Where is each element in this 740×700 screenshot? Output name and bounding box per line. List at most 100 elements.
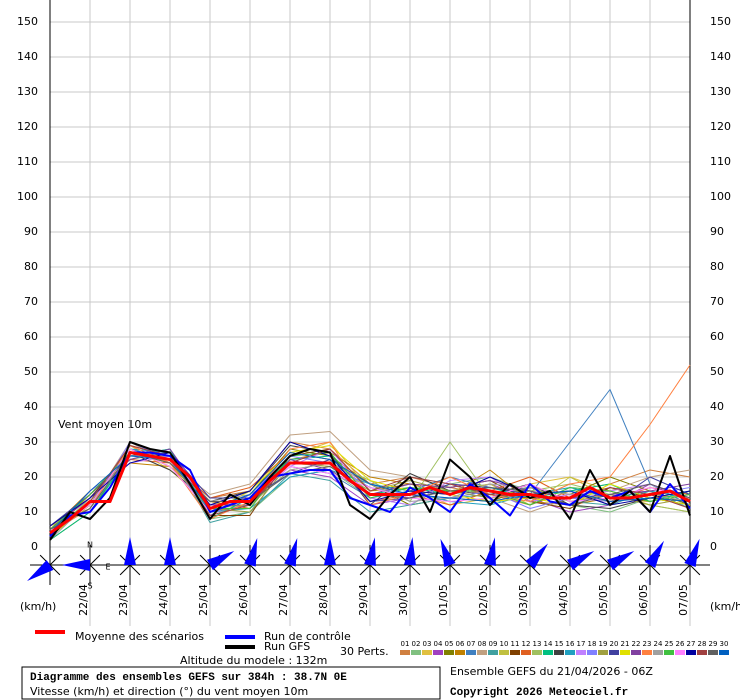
y-tick-label: 150 (710, 15, 731, 28)
y-tick-label: 20 (24, 470, 38, 483)
legend-swatch (422, 650, 432, 655)
compass-spoke (639, 564, 651, 576)
legend-label: 27 (687, 640, 696, 648)
x-tick-label: 23/04 (117, 584, 130, 616)
legend-label: 05 (445, 640, 454, 648)
compass-spoke (279, 564, 291, 576)
wind-direction (525, 543, 548, 569)
compass-spoke (489, 564, 501, 576)
wind-direction (567, 551, 595, 571)
x-tick-label: 27/04 (277, 584, 290, 616)
legend-label: 20 (610, 640, 619, 648)
legend-label: 28 (698, 640, 707, 648)
legend-label: 04 (434, 640, 443, 648)
y-tick-label: 80 (710, 260, 724, 273)
legend-swatch (521, 650, 531, 655)
y-tick-label: 140 (710, 50, 731, 63)
wind-direction (484, 537, 496, 567)
legend-label: 06 (456, 640, 465, 648)
x-tick-label: 05/05 (597, 584, 610, 616)
compass-spoke (199, 554, 211, 566)
y-tick-label: 140 (17, 50, 38, 63)
perturbation-line (49, 448, 691, 534)
compass-spoke (599, 554, 611, 566)
y-tick-label: 70 (710, 295, 724, 308)
compass-spoke (519, 564, 531, 576)
wind-direction (364, 537, 376, 567)
legend-label: 30 (720, 640, 729, 648)
y-tick-label: 10 (710, 505, 724, 518)
legend-label: 15 (555, 640, 564, 648)
compass-spoke (399, 564, 411, 576)
legend-swatch (675, 650, 685, 655)
wind-direction (607, 551, 635, 571)
y-tick-label: 110 (710, 155, 731, 168)
wind-direction (124, 537, 136, 565)
compass-spoke (169, 564, 181, 576)
legend-swatch (697, 650, 707, 655)
x-tick-label: 25/04 (197, 584, 210, 616)
legend-swatch (642, 650, 652, 655)
wind-direction (27, 560, 54, 582)
x-tick-label: 02/05 (477, 584, 490, 616)
series-line (49, 451, 691, 535)
legend-label: 17 (577, 640, 586, 648)
y-tick-label: 150 (17, 15, 38, 28)
legend-label: 21 (621, 640, 630, 648)
x-tick-label: 07/05 (677, 584, 690, 616)
legend-label: 24 (654, 640, 663, 648)
chart-title: Diagramme des ensembles GEFS sur 384h : … (30, 672, 347, 684)
compass-spoke (319, 564, 331, 576)
y-tick-label: 50 (710, 365, 724, 378)
legend-label: 02 (412, 640, 421, 648)
legend-swatch (532, 650, 542, 655)
x-tick-label: 24/04 (157, 584, 170, 616)
wind-direction (684, 538, 700, 568)
y-axis-label: (km/h) (20, 600, 56, 613)
legend-swatch (499, 650, 509, 655)
compass-spoke (689, 564, 701, 576)
compass-spoke (289, 564, 301, 576)
y-tick-label: 40 (710, 400, 724, 413)
compass-spoke (359, 564, 371, 576)
compass-spoke (49, 564, 61, 576)
y-tick-label: 40 (24, 400, 38, 413)
compass-spoke (439, 564, 451, 576)
y-tick-label: 0 (31, 540, 38, 553)
legend-swatch (598, 650, 608, 655)
copyright: Copyright 2026 Meteociel.fr (450, 687, 628, 699)
compass-label: S (87, 582, 92, 591)
compass-spoke (89, 564, 101, 576)
y-tick-label: 120 (710, 120, 731, 133)
compass-spoke (529, 564, 541, 576)
legend-swatch (477, 650, 487, 655)
legend-label: 13 (533, 640, 542, 648)
legend-label: 16 (566, 640, 575, 648)
legend-swatch (609, 650, 619, 655)
compass-spoke (199, 564, 211, 576)
legend-label: 10 (500, 640, 509, 648)
legend-label: Run GFS (264, 640, 310, 653)
legend-swatch (565, 650, 575, 655)
compass-spoke (409, 564, 421, 576)
series-line (49, 441, 691, 541)
series-line (49, 451, 691, 538)
wind-direction (207, 551, 235, 571)
x-tick-label: 29/04 (357, 584, 370, 616)
x-tick-label: 01/05 (437, 584, 450, 616)
y-tick-label: 20 (710, 470, 724, 483)
compass-spoke (559, 564, 571, 576)
compass-spoke (129, 564, 141, 576)
legend-label: 22 (632, 640, 641, 648)
y-tick-label: 60 (710, 330, 724, 343)
wind-direction (324, 537, 336, 565)
legend-label: 11 (511, 640, 520, 648)
y-tick-label: 80 (24, 260, 38, 273)
legend-swatch (466, 650, 476, 655)
y-tick-label: 90 (24, 225, 38, 238)
y-tick-label: 120 (17, 120, 38, 133)
wind-direction (404, 537, 416, 566)
altitude: Altitude du modele : 132m (180, 654, 327, 667)
legend-label: 29 (709, 640, 718, 648)
legend-swatch (686, 650, 696, 655)
